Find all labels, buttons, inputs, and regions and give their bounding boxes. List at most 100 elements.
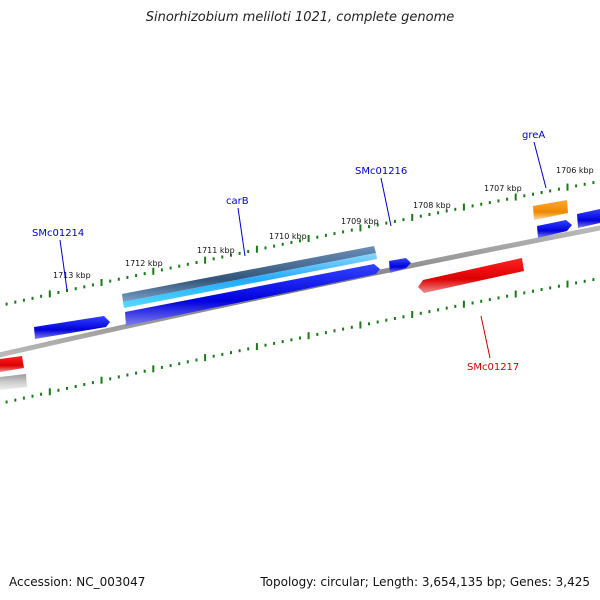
minor-tick-mark xyxy=(91,283,94,287)
major-tick-mark xyxy=(48,388,51,396)
lower-tick-track xyxy=(5,278,595,404)
gene-right-partial xyxy=(577,209,600,228)
minor-tick-mark xyxy=(350,228,353,232)
minor-tick-mark xyxy=(57,291,60,294)
minor-tick-mark xyxy=(575,184,578,188)
minor-tick-mark xyxy=(212,354,215,358)
minor-tick-mark xyxy=(169,364,172,368)
minor-tick-mark xyxy=(195,358,198,362)
minor-tick-mark xyxy=(126,275,129,279)
major-tick-mark xyxy=(48,290,51,298)
minor-tick-mark xyxy=(523,194,526,198)
minor-tick-mark xyxy=(532,289,534,293)
minor-tick-mark xyxy=(402,218,405,222)
minor-tick-mark xyxy=(393,219,396,223)
minor-tick-mark xyxy=(592,278,595,282)
minor-tick-mark xyxy=(5,400,8,404)
gene-carb-arrow[interactable] xyxy=(125,264,380,326)
minor-tick-mark xyxy=(419,214,422,218)
minor-tick-mark xyxy=(247,250,250,253)
gene-smc01217-arrow[interactable] xyxy=(418,258,524,293)
minor-tick-mark xyxy=(342,230,345,234)
gene-label-smc01214[interactable]: SMc01214 xyxy=(32,228,84,239)
minor-tick-mark xyxy=(324,331,327,335)
label-leader-line xyxy=(237,207,246,257)
gene-smc01216-arrow[interactable] xyxy=(389,258,411,273)
minor-tick-mark xyxy=(488,201,491,205)
major-tick-mark xyxy=(100,376,103,384)
major-tick-mark xyxy=(566,183,569,191)
minor-tick-mark xyxy=(160,365,163,369)
minor-tick-mark xyxy=(264,343,267,347)
major-tick-mark xyxy=(255,343,258,351)
minor-tick-mark xyxy=(238,349,241,353)
minor-tick-mark xyxy=(385,221,388,225)
minor-tick-mark xyxy=(445,306,448,310)
label-leader-line xyxy=(480,315,491,359)
major-tick-mark xyxy=(100,279,103,286)
minor-tick-mark xyxy=(230,351,232,355)
major-tick-mark xyxy=(411,213,414,221)
minor-tick-mark xyxy=(169,266,172,270)
minor-tick-mark xyxy=(135,274,138,277)
gene-label-carb[interactable]: carB xyxy=(226,196,249,207)
tick-label: 1708 kbp xyxy=(413,201,451,210)
minor-tick-mark xyxy=(437,211,440,215)
minor-tick-mark xyxy=(575,281,578,285)
minor-tick-mark xyxy=(178,264,181,268)
minor-tick-mark xyxy=(109,377,112,381)
minor-tick-mark xyxy=(549,286,552,290)
minor-tick-mark xyxy=(186,262,189,266)
major-tick-mark xyxy=(204,354,207,362)
tick-label: 1710 kbp xyxy=(269,232,307,241)
minor-tick-mark xyxy=(143,272,146,276)
minor-tick-mark xyxy=(583,279,586,283)
minor-tick-mark xyxy=(109,279,112,283)
gene-grea-arrow[interactable] xyxy=(537,220,572,238)
minor-tick-mark xyxy=(454,207,457,211)
minor-tick-mark xyxy=(281,340,284,344)
minor-tick-mark xyxy=(592,181,595,185)
minor-tick-mark xyxy=(385,318,388,322)
minor-tick-mark xyxy=(402,315,405,319)
minor-tick-mark xyxy=(40,294,43,298)
minor-tick-mark xyxy=(31,296,34,300)
minor-tick-mark xyxy=(83,383,86,386)
minor-tick-mark xyxy=(583,182,586,186)
gene-grea-rna[interactable] xyxy=(533,200,568,220)
minor-tick-mark xyxy=(221,255,224,259)
major-tick-mark xyxy=(411,311,414,318)
minor-tick-mark xyxy=(126,373,129,377)
page-title: Sinorhizobium meliloti 1021, complete ge… xyxy=(145,10,455,25)
minor-tick-mark xyxy=(14,300,17,304)
minor-tick-mark xyxy=(368,225,370,229)
minor-tick-mark xyxy=(22,396,25,400)
major-tick-mark xyxy=(359,321,362,329)
gene-label-smc01216[interactable]: SMc01216 xyxy=(355,166,407,177)
minor-tick-mark xyxy=(557,284,560,288)
major-tick-mark xyxy=(152,267,155,275)
minor-tick-mark xyxy=(471,204,474,208)
label-leader-line xyxy=(380,177,392,227)
minor-tick-mark xyxy=(342,327,345,331)
minor-tick-mark xyxy=(480,202,483,206)
minor-tick-mark xyxy=(419,311,422,315)
minor-tick-mark xyxy=(428,310,431,314)
major-tick-mark xyxy=(307,332,310,340)
minor-tick-mark xyxy=(57,388,60,392)
gene-smc01214-arrow[interactable] xyxy=(34,316,110,339)
tick-label: 1712 kbp xyxy=(125,259,163,268)
minor-tick-mark xyxy=(238,251,241,255)
gene-label-smc01217[interactable]: SMc01217 xyxy=(467,362,519,373)
minor-tick-mark xyxy=(376,320,379,324)
minor-tick-mark xyxy=(66,289,68,293)
tick-label: 1706 kbp xyxy=(556,166,594,175)
gene-carb-feature[interactable] xyxy=(122,246,376,302)
minor-tick-mark xyxy=(290,338,293,342)
minor-tick-mark xyxy=(14,398,17,402)
minor-tick-mark xyxy=(471,301,474,305)
gene-carb-cds[interactable] xyxy=(123,253,377,308)
gene-label-grea[interactable]: greA xyxy=(522,130,545,141)
minor-tick-mark xyxy=(316,235,319,239)
